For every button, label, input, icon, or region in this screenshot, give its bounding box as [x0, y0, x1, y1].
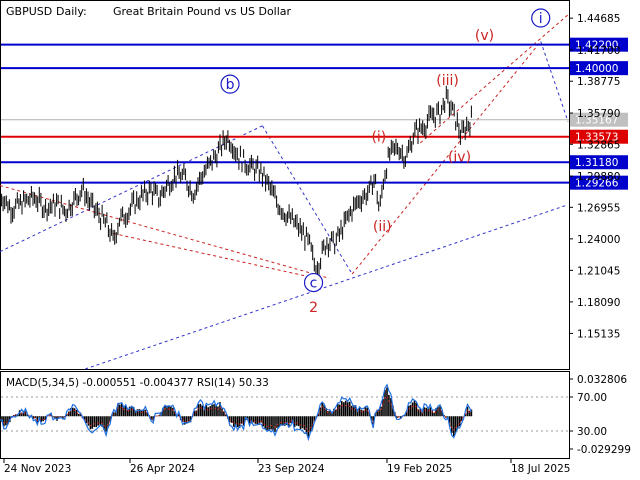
wave-label: (i) [371, 129, 386, 145]
wave-label: c [310, 276, 318, 292]
rsi-line [0, 383, 472, 442]
price-axis: 1.44685 1.41700 1.38775 1.35790 1.32865 1.298… [569, 13, 620, 340]
price-tick-label: 1.32865 [577, 139, 620, 151]
price-tick-label: 1.26955 [577, 202, 620, 214]
level-tag [570, 129, 628, 144]
level-label: 1.40000 [575, 63, 618, 75]
channel-lower-trendline [85, 204, 569, 370]
price-series [0, 85, 472, 278]
horizontal-levels: 1.42200 1.40000 1.33573 1.31180 1.29266 1.351… [1, 37, 628, 190]
wave-label: (iii) [436, 73, 459, 89]
wave-label: 2 [309, 300, 318, 316]
indicator-tick-label: -0.029299 [577, 444, 631, 456]
price-pane [0, 0, 570, 370]
wave-label: (iv) [448, 150, 471, 166]
price-tick-label: 1.44685 [577, 13, 620, 25]
wave-labels: b c i 2 (i) (ii) (iii) (iv) (v) [220, 8, 551, 316]
wave-iii-v-line [419, 14, 569, 144]
level-label: 1.42200 [575, 40, 618, 52]
wave-c-i-line [351, 41, 542, 275]
wave-label-circle [531, 8, 551, 28]
wave-label: i [539, 11, 543, 27]
chart-symbol: GBPUSD [6, 5, 52, 18]
price-tick-label: 1.18090 [577, 297, 620, 309]
level-tag [570, 37, 628, 52]
chart-description: Great Britain Pound vs US Dollar [113, 5, 292, 18]
level-label: 1.33573 [575, 132, 618, 144]
level-label: 1.29266 [575, 178, 619, 190]
time-axis: 24 Nov 2023 26 Apr 2024 23 Sep 2024 19 Feb … [3, 459, 570, 475]
time-tick-label: 19 Feb 2025 [387, 463, 452, 475]
price-tick-label: 1.35790 [577, 108, 620, 120]
wave-label: b [226, 77, 235, 93]
indicator-tick-label: 0.032806 [577, 374, 627, 386]
wave-label: (ii) [373, 219, 392, 235]
price-tick-label: 1.29880 [577, 171, 620, 183]
price-bars [0, 85, 472, 278]
wave-base-line [113, 233, 307, 277]
price-tick-label: 1.41700 [577, 45, 620, 57]
macd-series [0, 383, 473, 442]
level-tag [570, 61, 628, 76]
time-tick-label: 18 Jul 2025 [511, 463, 570, 475]
wave-label: (v) [475, 28, 494, 44]
price-tick-label: 1.21045 [577, 265, 620, 277]
wave-label-circle [220, 74, 240, 94]
indicator-label: MACD(5,34,5) -0.000551 -0.004377 RSI(14)… [6, 377, 269, 389]
indicator-tick-label: 70.00 [577, 392, 607, 404]
level-tag [570, 155, 628, 170]
current-price-tag [570, 112, 628, 127]
indicator-axis: 0.032806 70.00 30.00 -0.029299 [569, 374, 631, 456]
level-label: 1.31180 [575, 157, 618, 169]
current-price-label: 1.35167 [575, 115, 618, 127]
chart-timeframe: Daily: [56, 5, 87, 18]
indicator-tick-label: 30.00 [577, 426, 607, 438]
time-tick-label: 23 Sep 2024 [258, 463, 325, 475]
wave-i-projection [540, 41, 569, 122]
level-tag [570, 175, 628, 190]
time-tick-label: 26 Apr 2024 [130, 463, 195, 475]
indicator-pane [0, 371, 570, 459]
wave-label-circle [303, 272, 324, 293]
price-tick-label: 1.15135 [577, 328, 620, 340]
price-tick-label: 1.24000 [577, 234, 620, 246]
price-tick-label: 1.38775 [577, 76, 620, 88]
wave-b-c-line [261, 125, 353, 275]
time-tick-label: 24 Nov 2023 [4, 463, 71, 475]
